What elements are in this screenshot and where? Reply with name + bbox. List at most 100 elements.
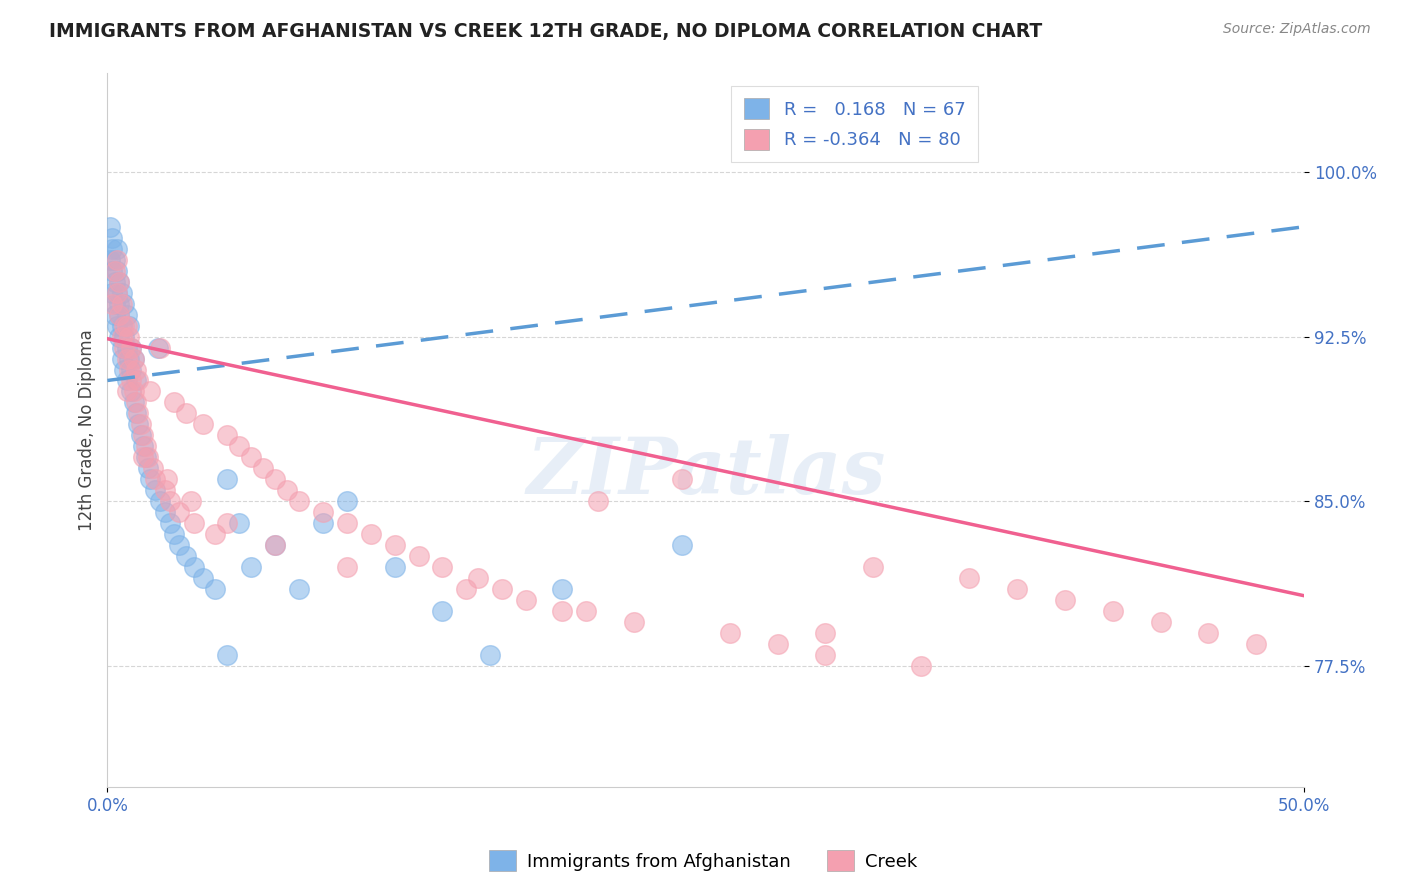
Point (167, 505, 190, 519)
Point (115, 374, 138, 388)
Point (191, 571, 214, 585)
Point (814, 648, 837, 662)
Point (115, 384, 138, 399)
Point (111, 341, 134, 355)
Legend: Immigrants from Afghanistan, Creek: Immigrants from Afghanistan, Creek (482, 843, 924, 879)
Point (98, 252, 121, 267)
Point (101, 285, 124, 300)
Point (120, 374, 142, 388)
Point (98, 219, 121, 234)
Point (125, 374, 148, 388)
Point (432, 560, 454, 574)
Point (101, 230, 124, 244)
Point (128, 374, 150, 388)
Point (264, 538, 287, 552)
Point (108, 329, 131, 343)
Point (515, 593, 537, 607)
Point (384, 538, 406, 552)
Point (122, 351, 145, 366)
Point (479, 648, 502, 662)
Point (115, 308, 138, 322)
Text: IMMIGRANTS FROM AFGHANISTAN VS CREEK 12TH GRADE, NO DIPLOMA CORRELATION CHART: IMMIGRANTS FROM AFGHANISTAN VS CREEK 12T… (49, 22, 1042, 41)
Point (671, 472, 693, 486)
Point (204, 582, 226, 596)
Point (118, 329, 141, 343)
Point (111, 296, 134, 310)
Point (1149, 615, 1171, 629)
Point (215, 428, 238, 442)
Point (408, 549, 430, 564)
Point (671, 538, 693, 552)
Point (115, 341, 138, 355)
Point (551, 604, 574, 618)
Point (136, 450, 159, 465)
Point (176, 549, 198, 564)
Point (118, 351, 141, 366)
Point (111, 351, 134, 366)
Point (101, 296, 124, 310)
Point (125, 362, 148, 376)
Point (132, 450, 155, 465)
Point (910, 659, 932, 673)
Point (101, 242, 124, 256)
Point (149, 341, 172, 355)
Point (105, 285, 128, 300)
Point (103, 296, 125, 310)
Point (135, 439, 157, 453)
Point (103, 252, 125, 267)
Point (105, 263, 128, 277)
Point (718, 626, 741, 640)
Point (118, 318, 141, 333)
Point (108, 296, 131, 310)
Point (183, 560, 205, 574)
Point (146, 341, 169, 355)
Text: ZIPatlas: ZIPatlas (526, 434, 886, 511)
Point (108, 308, 131, 322)
Point (143, 472, 166, 486)
Point (191, 417, 214, 432)
Point (215, 516, 238, 531)
Point (456, 582, 478, 596)
Point (108, 308, 131, 322)
Point (112, 362, 135, 376)
Point (240, 450, 263, 465)
Point (153, 505, 176, 519)
Point (491, 582, 513, 596)
Point (108, 275, 131, 289)
Y-axis label: 12th Grade, No Diploma: 12th Grade, No Diploma (79, 329, 96, 531)
Point (586, 494, 609, 508)
Point (112, 329, 135, 343)
Point (264, 538, 287, 552)
Point (128, 417, 150, 432)
Point (115, 351, 138, 366)
Point (111, 329, 134, 343)
Point (814, 626, 837, 640)
Point (120, 362, 142, 376)
Point (957, 571, 980, 585)
Point (120, 384, 142, 399)
Point (122, 384, 145, 399)
Point (132, 428, 155, 442)
Point (118, 362, 141, 376)
Point (149, 494, 172, 508)
Point (142, 461, 165, 475)
Point (139, 472, 162, 486)
Point (120, 341, 142, 355)
Point (312, 505, 335, 519)
Point (103, 263, 125, 277)
Point (336, 516, 359, 531)
Point (159, 516, 181, 531)
Point (1246, 637, 1268, 651)
Point (105, 318, 128, 333)
Point (384, 560, 406, 574)
Point (108, 275, 131, 289)
Point (128, 406, 150, 420)
Point (623, 615, 645, 629)
Point (240, 560, 263, 574)
Point (1005, 582, 1028, 596)
Point (432, 604, 454, 618)
Point (167, 538, 190, 552)
Point (112, 296, 135, 310)
Point (551, 582, 574, 596)
Point (132, 439, 155, 453)
